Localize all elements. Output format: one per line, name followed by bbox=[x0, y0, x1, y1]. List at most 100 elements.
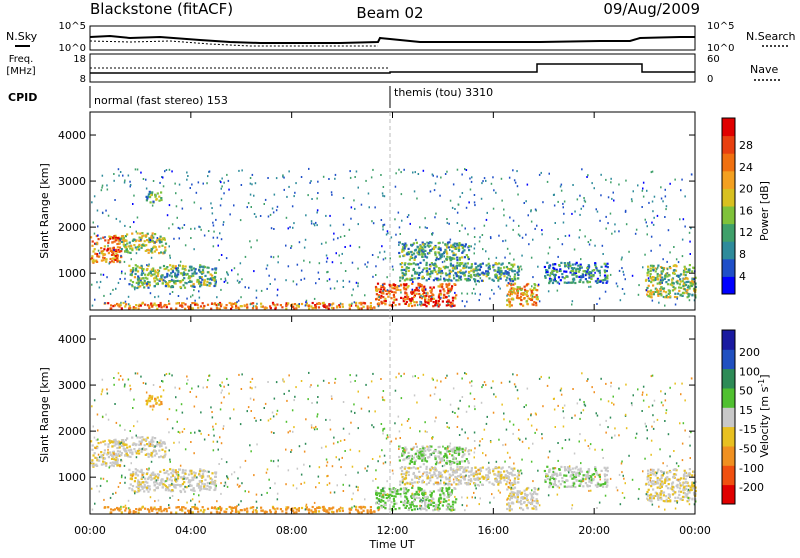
power-echo-mark bbox=[450, 239, 452, 241]
power-echo-mark bbox=[510, 276, 512, 278]
velocity-echo-mark bbox=[408, 452, 410, 454]
power-echo-mark bbox=[588, 277, 590, 279]
power-echo-mark bbox=[223, 221, 225, 223]
velocity-echo-mark bbox=[473, 478, 475, 480]
power-echo-mark bbox=[576, 268, 578, 270]
power-echo-mark bbox=[142, 277, 144, 279]
power-echo-mark bbox=[115, 255, 117, 257]
power-echo-mark bbox=[408, 263, 410, 265]
velocity-echo-mark bbox=[488, 481, 490, 483]
power-echo-mark bbox=[563, 270, 565, 272]
power-echo-mark bbox=[135, 269, 137, 271]
power-echo-mark bbox=[132, 271, 134, 273]
power-echo-mark bbox=[555, 222, 557, 224]
power-echo-mark bbox=[399, 280, 401, 282]
power-echo-mark bbox=[403, 169, 405, 171]
velocity-echo-mark bbox=[414, 481, 416, 483]
velocity-echo-mark bbox=[506, 470, 508, 472]
velocity-echo-mark bbox=[448, 479, 450, 481]
power-echo-mark bbox=[192, 307, 194, 309]
power-echo-mark bbox=[207, 304, 209, 306]
station-title: Blackstone (fitACF) bbox=[90, 0, 233, 18]
power-echo-mark bbox=[505, 240, 507, 242]
velocity-echo-mark bbox=[144, 508, 146, 510]
power-echo-mark bbox=[159, 267, 161, 269]
power-echo-mark bbox=[115, 288, 117, 290]
velocity-echo-mark bbox=[571, 478, 573, 480]
power-echo-mark bbox=[375, 265, 377, 267]
power-echo-mark bbox=[443, 290, 445, 292]
power-echo-mark bbox=[481, 182, 483, 184]
power-echo-mark bbox=[393, 294, 395, 296]
power-echo-mark bbox=[470, 189, 472, 191]
power-echo-mark bbox=[664, 275, 666, 277]
velocity-echo-mark bbox=[600, 484, 602, 486]
power-echo-mark bbox=[514, 273, 516, 275]
power-echo-mark bbox=[646, 190, 648, 192]
power-echo-mark bbox=[584, 235, 586, 237]
freq-panel-frame bbox=[90, 54, 695, 82]
power-echo-mark bbox=[566, 282, 568, 284]
power-echo-mark bbox=[103, 248, 105, 250]
velocity-echo-mark bbox=[124, 509, 126, 511]
power-echo-mark bbox=[227, 273, 229, 275]
power-echo-mark bbox=[125, 273, 127, 275]
power-echo-mark bbox=[446, 304, 448, 306]
power-echo-mark bbox=[505, 279, 507, 281]
velocity-echo-mark bbox=[339, 510, 341, 512]
power-echo-mark bbox=[475, 283, 477, 285]
power-echo-mark bbox=[400, 233, 402, 235]
power-echo-mark bbox=[622, 288, 624, 290]
velocity-echo-mark bbox=[160, 455, 162, 457]
velocity-echo-mark bbox=[396, 490, 398, 492]
velocity-echo-mark bbox=[604, 479, 606, 481]
velocity-echo-mark bbox=[184, 507, 186, 509]
velocity-echo-mark bbox=[607, 470, 609, 472]
power-echo-mark bbox=[518, 268, 520, 270]
power-echo-mark bbox=[433, 246, 435, 248]
power-echo-mark bbox=[104, 253, 106, 255]
velocity-echo-mark bbox=[586, 471, 588, 473]
velocity-echo-mark bbox=[144, 486, 146, 488]
power-echo-mark bbox=[467, 279, 469, 281]
power-echo-mark bbox=[102, 212, 104, 214]
power-echo-mark bbox=[215, 269, 217, 271]
power-echo-mark bbox=[628, 251, 630, 253]
velocity-echo-mark bbox=[104, 457, 106, 459]
power-echo-mark bbox=[245, 256, 247, 258]
power-echo-mark bbox=[145, 179, 147, 181]
power-echo-mark bbox=[209, 171, 211, 173]
power-echo-mark bbox=[376, 290, 378, 292]
power-echo-mark bbox=[370, 302, 372, 304]
power-echo-mark bbox=[277, 289, 279, 291]
velocity-echo-mark bbox=[109, 451, 111, 453]
power-echo-mark bbox=[192, 294, 194, 296]
velocity-echo-mark bbox=[657, 469, 659, 471]
velocity-echo-mark bbox=[520, 503, 522, 505]
power-echo-mark bbox=[179, 184, 181, 186]
power-echo-mark bbox=[448, 295, 450, 297]
velocity-echo-mark bbox=[411, 501, 413, 503]
power-echo-mark bbox=[462, 267, 464, 269]
power-echo-mark bbox=[428, 252, 430, 254]
power-echo-mark bbox=[431, 250, 433, 252]
power-echo-mark bbox=[124, 305, 126, 307]
power-echo-mark bbox=[502, 263, 504, 265]
power-echo-mark bbox=[312, 302, 314, 304]
velocity-echo-mark bbox=[446, 508, 448, 510]
power-echo-mark bbox=[253, 270, 255, 272]
power-echo-mark bbox=[546, 262, 548, 264]
velocity-echo-mark bbox=[536, 500, 538, 502]
velocity-echo-mark bbox=[108, 440, 110, 442]
power-echo-mark bbox=[521, 292, 523, 294]
velocity-echo-mark bbox=[157, 477, 159, 479]
velocity-echo-mark bbox=[192, 479, 194, 481]
power-echo-mark bbox=[510, 264, 512, 266]
power-echo-mark bbox=[135, 264, 137, 266]
power-echo-mark bbox=[509, 305, 511, 307]
power-echo-mark bbox=[463, 265, 465, 267]
velocity-echo-mark bbox=[162, 486, 164, 488]
velocity-echo-mark bbox=[370, 512, 372, 514]
power-echo-mark bbox=[467, 293, 469, 295]
power-echo-mark bbox=[107, 242, 109, 244]
